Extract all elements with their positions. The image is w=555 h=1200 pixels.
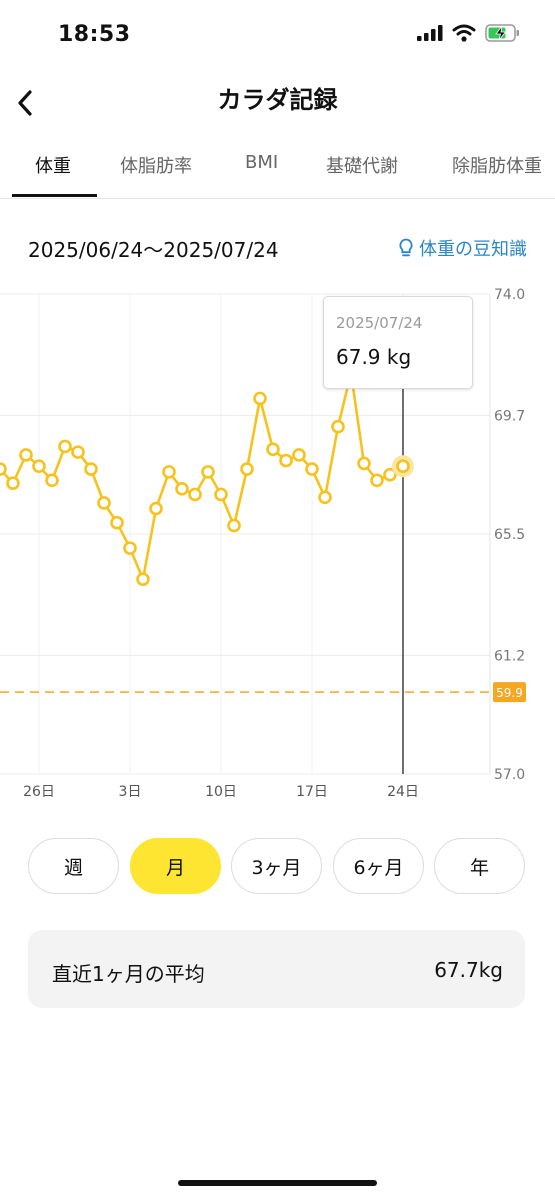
data-point	[357, 456, 371, 471]
period-month-button[interactable]: 月	[130, 838, 221, 894]
data-point	[149, 501, 163, 516]
active-tab-indicator	[12, 194, 97, 197]
weight-tips-label: 体重の豆知識	[419, 239, 527, 260]
tab-body-fat[interactable]: 体脂肪率	[120, 156, 192, 177]
average-card: 直近1ヶ月の平均 67.7kg	[28, 930, 525, 1008]
data-point	[240, 462, 254, 476]
data-point	[396, 459, 410, 474]
tooltip-value: 67.9 kg	[336, 345, 412, 369]
date-range: 2025/06/24〜2025/07/24	[28, 238, 279, 262]
home-indicator	[178, 1180, 377, 1186]
y-tick-label: 57.0	[494, 767, 525, 783]
average-value: 67.7kg	[434, 958, 503, 982]
data-point	[45, 473, 59, 488]
data-point	[305, 462, 319, 476]
data-point	[19, 448, 33, 462]
tab-basal-metabolism[interactable]: 基礎代謝	[326, 156, 398, 177]
data-point	[0, 462, 7, 476]
data-point	[370, 473, 384, 488]
data-point	[162, 465, 176, 479]
data-point	[58, 439, 72, 454]
chart-tooltip: 2025/07/24 67.9 kg	[323, 296, 473, 389]
data-point	[110, 515, 124, 530]
chevron-left-icon	[18, 90, 32, 116]
average-label: 直近1ヶ月の平均	[52, 962, 205, 986]
data-point	[97, 496, 111, 510]
x-tick-label: 17日	[296, 784, 328, 800]
battery-charging-icon	[485, 24, 521, 46]
nav-bar: カラダ記録	[0, 70, 555, 126]
data-point	[84, 462, 98, 476]
goal-badge	[493, 682, 526, 703]
period-3months-button[interactable]: 3ヶ月	[231, 838, 322, 894]
y-tick-label: 74.0	[494, 287, 525, 303]
lightbulb-icon	[399, 238, 413, 257]
data-point	[6, 476, 20, 490]
goal-label: 59.9	[496, 686, 523, 700]
signal-icon	[417, 25, 443, 45]
page-title: カラダ記録	[217, 86, 338, 114]
status-bar: 18:53	[0, 0, 555, 70]
tab-lean-body-mass[interactable]: 除脂肪体重	[452, 156, 542, 177]
data-point	[175, 482, 189, 496]
data-point	[266, 442, 280, 457]
period-year-button[interactable]: 年	[434, 838, 525, 894]
data-point	[253, 391, 267, 406]
tab-weight[interactable]: 体重	[35, 156, 71, 177]
x-tick-label: 26日	[23, 784, 55, 800]
period-6months-button[interactable]: 6ヶ月	[333, 838, 424, 894]
data-point	[201, 465, 215, 479]
data-point	[279, 453, 293, 468]
y-tick-label: 65.5	[494, 527, 525, 543]
y-tick-label: 69.7	[494, 408, 525, 424]
tab-bmi[interactable]: BMI	[245, 152, 279, 173]
data-point	[71, 445, 85, 459]
wifi-icon	[452, 24, 476, 46]
data-point	[136, 572, 150, 586]
weight-series-line	[0, 371, 404, 581]
status-icons	[417, 24, 521, 46]
metric-tabs: 体重 体脂肪率 BMI 基礎代謝 除脂肪体重	[0, 138, 555, 199]
period-week-button[interactable]: 週	[28, 838, 119, 894]
data-point	[383, 467, 397, 482]
status-time: 18:53	[58, 22, 131, 47]
y-tick-label: 61.2	[494, 648, 525, 664]
data-point	[214, 487, 228, 502]
data-point	[292, 448, 306, 462]
back-button[interactable]	[6, 76, 46, 120]
tooltip-date: 2025/07/24	[336, 314, 423, 332]
period-selector: 週 月 3ヶ月 6ヶ月 年	[28, 838, 525, 896]
data-point	[227, 518, 241, 533]
data-point	[123, 541, 137, 555]
x-tick-label: 10日	[205, 784, 237, 800]
weight-tips-link[interactable]: 体重の豆知識	[398, 235, 527, 261]
data-point	[32, 459, 46, 474]
x-tick-label: 24日	[387, 784, 419, 800]
x-tick-label: 3日	[119, 784, 142, 800]
data-point	[318, 490, 332, 505]
data-point	[331, 419, 345, 434]
data-point	[188, 487, 202, 502]
